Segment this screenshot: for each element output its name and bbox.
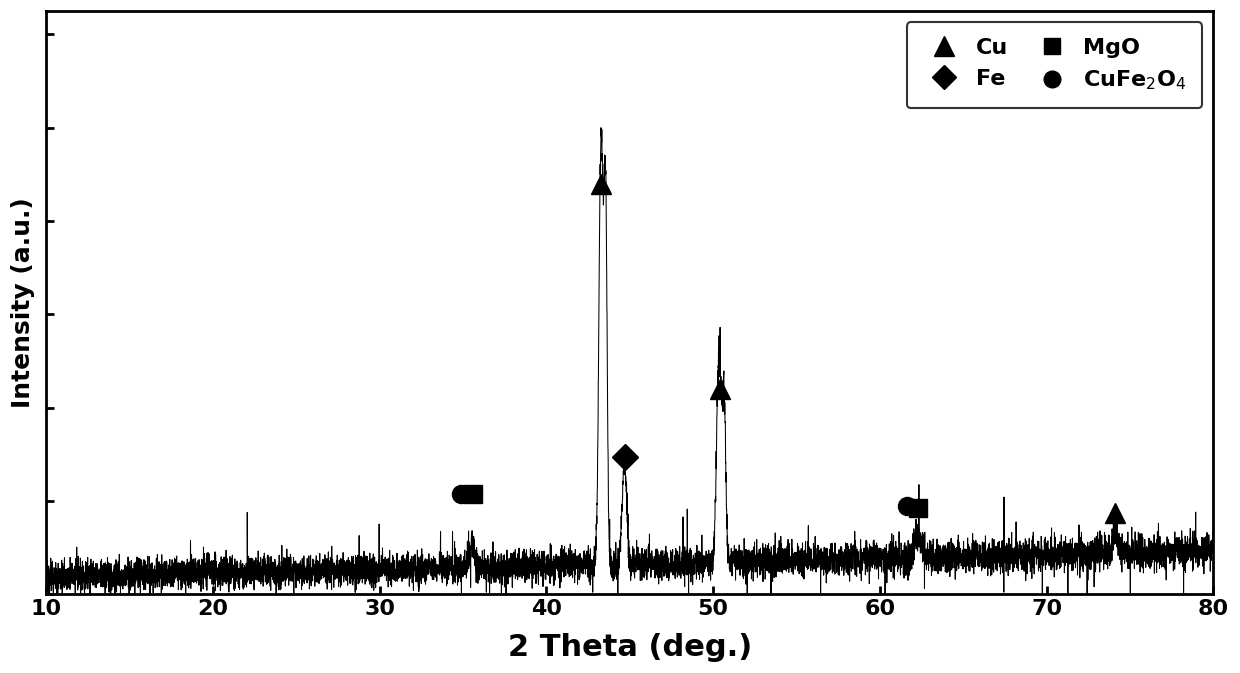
X-axis label: 2 Theta (deg.): 2 Theta (deg.) xyxy=(507,633,751,662)
Legend: Cu, Fe, MgO, CuFe$_2$O$_4$: Cu, Fe, MgO, CuFe$_2$O$_4$ xyxy=(906,22,1203,108)
Y-axis label: Intensity (a.u.): Intensity (a.u.) xyxy=(11,197,35,408)
